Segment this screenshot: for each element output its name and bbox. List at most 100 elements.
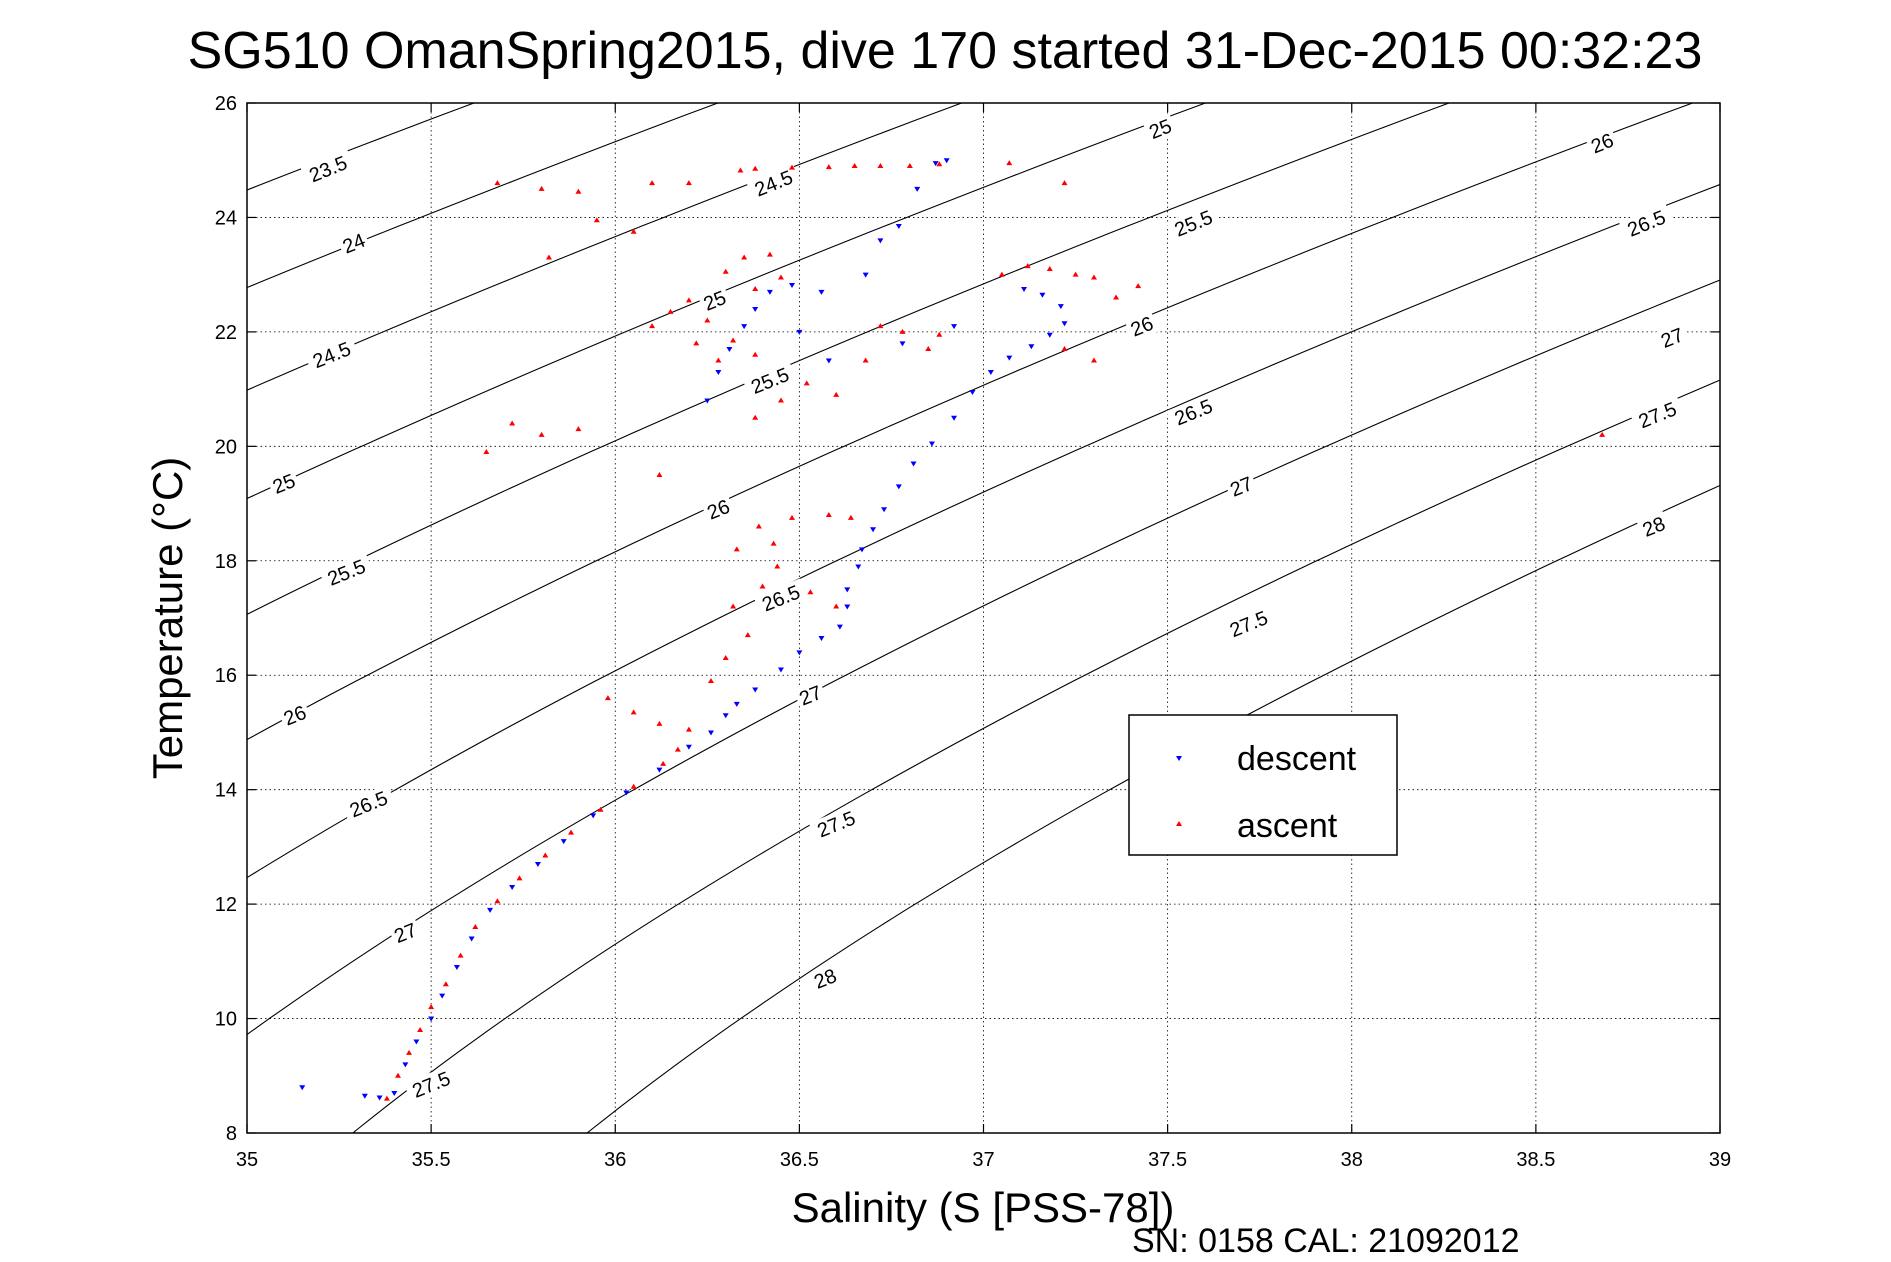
ascent-point bbox=[442, 981, 449, 987]
ascent-point bbox=[656, 720, 663, 726]
y-tick-label: 10 bbox=[215, 1009, 237, 1031]
descent-point bbox=[818, 289, 825, 295]
ascent-point bbox=[538, 431, 545, 437]
x-tick-label: 35.5 bbox=[412, 1149, 451, 1171]
ascent-point bbox=[472, 924, 479, 929]
contour-label-bg bbox=[341, 784, 396, 824]
contour-label-bg bbox=[808, 963, 843, 994]
contour-label-bg bbox=[266, 468, 301, 499]
ascent-point bbox=[1046, 265, 1053, 271]
contour-label-bg bbox=[1143, 113, 1178, 145]
ascent-point bbox=[1135, 283, 1142, 289]
ascent-point bbox=[755, 523, 762, 529]
ascent-point bbox=[803, 380, 810, 386]
contour-label-bg bbox=[1619, 203, 1674, 243]
descent-point bbox=[914, 186, 921, 192]
descent-point bbox=[707, 730, 714, 736]
contour-label-text: 27.5 bbox=[814, 807, 858, 842]
ascent-point bbox=[998, 271, 1005, 277]
descent-point bbox=[881, 507, 888, 513]
contour-label-text: 24.5 bbox=[310, 338, 354, 373]
ascent-point bbox=[394, 1072, 401, 1078]
descent-point bbox=[777, 667, 784, 673]
ascent-point bbox=[494, 898, 501, 904]
descent-point bbox=[858, 547, 865, 553]
ascent-point bbox=[807, 589, 814, 595]
ascent-point bbox=[568, 829, 575, 835]
ascent-point bbox=[1090, 274, 1097, 280]
x-tick-label: 37.5 bbox=[1148, 1149, 1187, 1171]
ascent-point bbox=[766, 251, 773, 257]
ascent-point bbox=[741, 254, 748, 260]
ascent-point bbox=[660, 760, 667, 766]
y-tick-label: 8 bbox=[226, 1123, 237, 1145]
ascent-point bbox=[733, 546, 740, 552]
ascent-point bbox=[630, 228, 637, 234]
y-tick-label: 12 bbox=[215, 894, 237, 916]
density-contour-line bbox=[586, 484, 1720, 1133]
data-series bbox=[299, 158, 1606, 1101]
ascent-point bbox=[538, 185, 545, 191]
descent-point bbox=[928, 441, 935, 447]
descent-point bbox=[1057, 304, 1064, 310]
contour-label: 26 bbox=[277, 699, 312, 731]
ascent-point bbox=[483, 449, 490, 455]
descent-point bbox=[733, 701, 740, 707]
descent-point bbox=[715, 369, 722, 375]
descent-point bbox=[796, 329, 803, 335]
contour-label: 27 bbox=[1655, 322, 1690, 354]
contour-label: 28 bbox=[1636, 511, 1671, 542]
descent-point bbox=[969, 389, 976, 395]
contour-label-text: 24.5 bbox=[752, 167, 796, 202]
ascent-point bbox=[737, 167, 744, 173]
ascent-point bbox=[1113, 294, 1120, 300]
legend-descent-marker bbox=[1176, 756, 1182, 761]
y-tick-label: 18 bbox=[215, 551, 237, 573]
ascent-point bbox=[752, 351, 759, 357]
descent-point bbox=[413, 1039, 420, 1045]
ascent-point bbox=[825, 512, 832, 517]
ascent-point bbox=[674, 746, 681, 752]
ascent-point bbox=[1072, 271, 1079, 277]
x-tick-label: 36.5 bbox=[780, 1149, 819, 1171]
contour-label-bg bbox=[1630, 395, 1685, 435]
ascent-point bbox=[789, 514, 796, 520]
contour-label: 25 bbox=[266, 468, 301, 499]
descent-point bbox=[766, 289, 773, 295]
contour-label-text: 27.5 bbox=[1227, 607, 1271, 642]
contour-label: 23.5 bbox=[300, 149, 356, 189]
contour-label: 26 bbox=[701, 493, 736, 525]
ascent-point bbox=[825, 164, 832, 170]
contour-label: 27 bbox=[793, 679, 828, 711]
descent-point bbox=[1046, 332, 1053, 338]
ascent-point bbox=[1061, 346, 1068, 352]
ascent-point bbox=[770, 540, 777, 546]
descent-point bbox=[1021, 286, 1028, 292]
descent-point bbox=[951, 415, 958, 421]
ascent-point bbox=[685, 297, 692, 303]
contour-label: 24 bbox=[336, 227, 371, 259]
ascent-point bbox=[722, 268, 729, 274]
ascent-point bbox=[630, 709, 637, 715]
ascent-point bbox=[1061, 180, 1068, 186]
descent-point bbox=[1061, 321, 1068, 327]
ascent-point bbox=[575, 188, 582, 194]
contour-label-bg bbox=[300, 149, 356, 189]
descent-point bbox=[951, 324, 958, 330]
x-tick-label: 38 bbox=[1341, 1149, 1363, 1171]
ascent-point bbox=[752, 165, 759, 171]
contour-label-bg bbox=[793, 679, 828, 711]
contour-label-bg bbox=[304, 335, 359, 375]
contour-label-bg bbox=[1166, 392, 1221, 432]
ascent-point bbox=[862, 357, 869, 363]
contour-label: 26 bbox=[1124, 310, 1159, 342]
descent-point bbox=[862, 272, 869, 278]
ascent-point bbox=[730, 337, 737, 343]
series-ascent bbox=[383, 160, 1606, 1101]
descent-point bbox=[943, 158, 950, 164]
ascent-point bbox=[847, 514, 854, 520]
x-tick-label: 38.5 bbox=[1516, 1149, 1555, 1171]
